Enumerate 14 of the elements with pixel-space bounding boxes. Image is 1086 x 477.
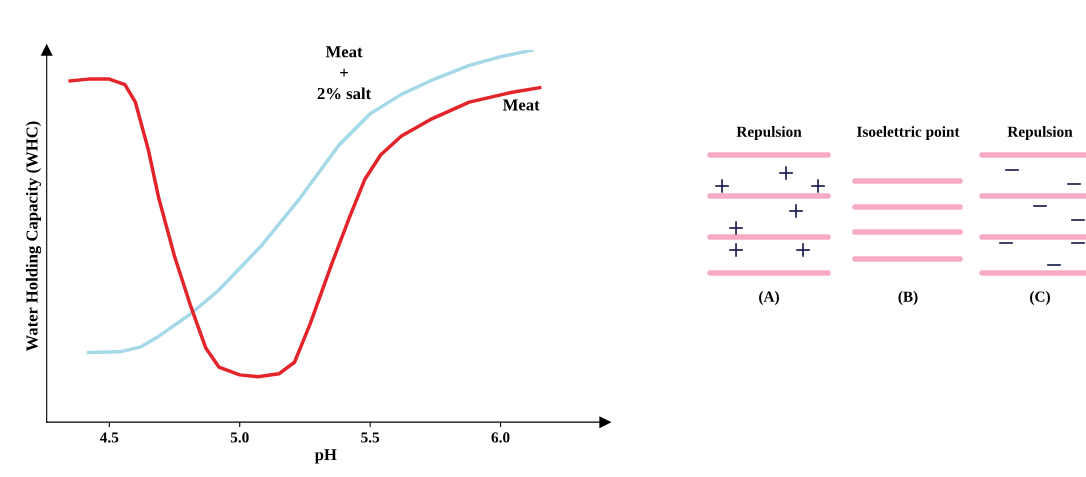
text: Repulsion xyxy=(1007,126,1073,140)
y-axis-title: Water Holding Capacity (WHC) xyxy=(25,121,42,352)
series-label: Meat xyxy=(502,99,540,111)
text: (A) xyxy=(759,291,779,305)
text: (C) xyxy=(1030,291,1050,305)
x-tick-label: 4.5 xyxy=(99,432,119,443)
text: (B) xyxy=(898,291,918,305)
text: Repulsion xyxy=(736,126,802,140)
x-axis-title: pH xyxy=(314,449,337,464)
text: Isoelettric point xyxy=(856,126,960,140)
x-tick-label: 5.0 xyxy=(230,432,249,443)
series-label: Meat + 2% salt xyxy=(317,46,372,100)
x-tick-label: 6.0 xyxy=(491,432,510,443)
x-tick-label: 5.5 xyxy=(361,432,380,443)
